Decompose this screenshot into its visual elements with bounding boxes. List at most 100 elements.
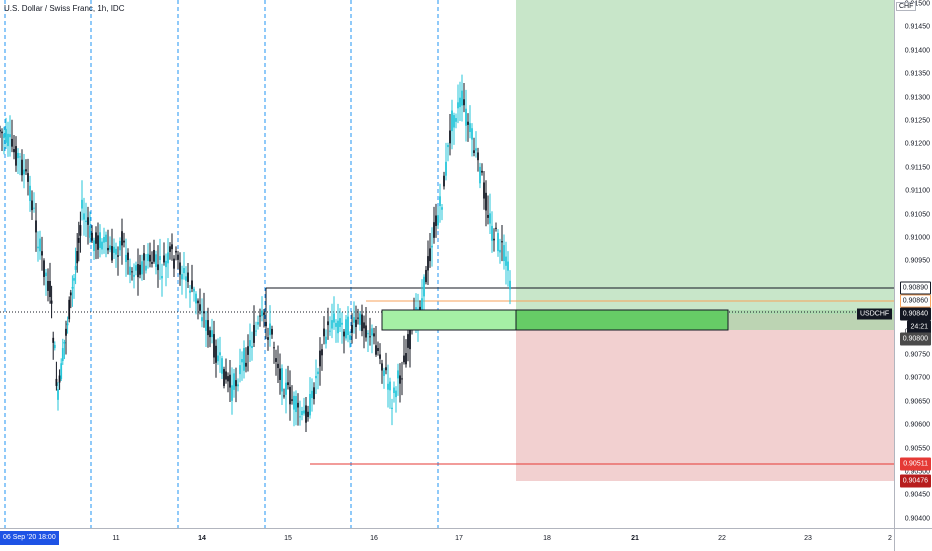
time-label: 2	[888, 535, 892, 542]
candle-body	[283, 395, 285, 397]
candle-body	[3, 133, 5, 139]
time-scale[interactable]: 06 Sep '20 18:00 11 14 15 16 17 18 21 22 23 2	[0, 528, 894, 551]
candle-body	[389, 381, 391, 391]
candle-body	[173, 258, 175, 269]
candle-body	[485, 192, 487, 211]
candle-body	[441, 207, 443, 210]
price-tick: 0.90700	[904, 374, 930, 382]
candle-body	[207, 320, 209, 336]
candle-body	[183, 268, 185, 274]
candle-body	[163, 255, 165, 263]
candle-body	[433, 222, 435, 238]
candle-body	[369, 336, 371, 338]
candle-body	[85, 220, 87, 223]
candle-body	[0, 129, 1, 132]
candle-body	[187, 272, 189, 282]
chart-area[interactable]: U.S. Dollar / Swiss Franc, 1h, IDC USDCH…	[0, 0, 894, 528]
price-tick: 0.90550	[904, 445, 930, 453]
price-tick: 0.90650	[904, 398, 930, 406]
candle-body	[277, 363, 279, 369]
candle-body	[477, 152, 479, 161]
time-label: 23	[804, 535, 812, 542]
scale-corner[interactable]	[894, 528, 932, 551]
candle-body	[405, 353, 407, 365]
candle-body	[149, 254, 151, 262]
candle-body	[129, 266, 131, 276]
time-label: 15	[284, 535, 292, 542]
candle-body	[165, 260, 167, 268]
candle-body	[479, 166, 481, 184]
price-tick: 0.90600	[904, 421, 930, 429]
candle-body	[427, 256, 429, 271]
candle-body	[155, 254, 157, 267]
candle-body	[125, 254, 127, 263]
candle-body	[215, 345, 217, 363]
candle-body	[49, 281, 51, 298]
price-tick: 0.91150	[905, 164, 930, 172]
price-chart[interactable]	[0, 0, 894, 528]
candle-body	[179, 262, 181, 275]
candle-body	[279, 368, 281, 380]
time-label: 17	[455, 535, 463, 542]
candle-body	[353, 317, 355, 323]
candle-body	[251, 345, 253, 349]
candle-body	[89, 225, 91, 238]
candle-body	[223, 369, 225, 386]
price-tick: 0.90750	[904, 351, 930, 359]
candle-body	[147, 253, 149, 262]
candle-body	[107, 247, 109, 251]
candle-body	[345, 319, 347, 339]
candle-body	[447, 144, 449, 148]
candle-body	[319, 350, 321, 367]
candle-body	[387, 383, 389, 390]
candle-body	[1, 131, 3, 134]
candle-body	[337, 320, 339, 334]
candle-body	[52, 337, 55, 343]
candle-body	[465, 108, 467, 126]
candle-body	[397, 370, 399, 379]
candle-body	[495, 227, 497, 229]
price-tick: 0.90450	[904, 491, 930, 499]
price-scale[interactable]: 0.91500 0.91450 0.91400 0.91350 0.91300 0.912…	[894, 0, 932, 528]
candle-body	[429, 248, 431, 262]
price-badge: 0.90840	[899, 307, 931, 321]
candle-body	[58, 375, 61, 383]
candle-body	[475, 148, 477, 151]
candle-body	[365, 325, 367, 338]
candle-body	[53, 344, 56, 349]
candle-body	[119, 240, 121, 251]
candle-body	[167, 252, 169, 264]
candle-body	[299, 416, 301, 418]
candle-body	[217, 355, 219, 362]
candle-body	[71, 287, 74, 289]
candle-body	[499, 249, 501, 253]
candle-body	[243, 348, 245, 371]
candle-body	[139, 264, 141, 275]
candle-body	[343, 331, 345, 337]
candle-body	[63, 341, 66, 344]
candle-body	[57, 389, 59, 400]
currency-label[interactable]: CHF	[896, 2, 917, 11]
candle-body	[76, 251, 79, 264]
candle-body	[379, 354, 381, 359]
candle-body	[455, 118, 457, 122]
candle-body	[287, 382, 289, 386]
candle-body	[145, 265, 147, 271]
candle-body	[55, 378, 58, 386]
candle-body	[351, 324, 353, 333]
candle-body	[153, 250, 155, 262]
time-label: 11	[112, 535, 120, 542]
candle-body	[11, 138, 13, 147]
price-tick: 0.91400	[904, 47, 930, 55]
candle-body	[491, 225, 493, 241]
candle-body	[5, 128, 7, 143]
candle-body	[293, 395, 295, 410]
candle-body	[377, 348, 379, 352]
price-tick: 0.90500	[904, 468, 930, 476]
candle-body	[83, 213, 85, 220]
price-badge: 0.90860	[899, 294, 931, 308]
candle-body	[225, 371, 227, 380]
candle-body	[423, 276, 425, 297]
candle-body	[60, 363, 63, 379]
candle-body	[489, 213, 491, 224]
